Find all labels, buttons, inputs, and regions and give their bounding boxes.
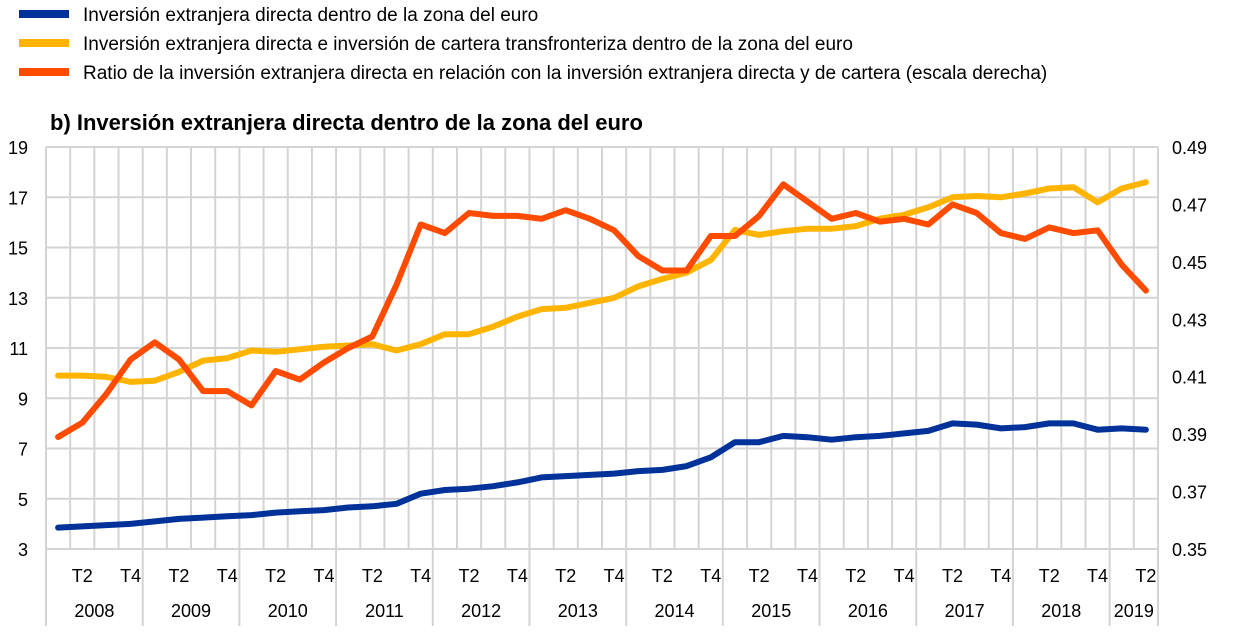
axes: 3 5 7 9 11 13 15 17 19 0.35 0.37 0.39 0.41 0.43 0.45 0.… <box>8 138 1207 621</box>
x-year-label: 2011 <box>365 601 404 621</box>
x-quarter-label: T4 <box>120 566 141 586</box>
y-right-tick-label: 0.37 <box>1172 483 1207 503</box>
y-left-tick-label: 15 <box>8 239 28 259</box>
legend-swatch <box>19 39 69 47</box>
x-quarter-label: T4 <box>700 566 721 586</box>
x-quarter-label: T2 <box>652 566 673 586</box>
y-left-tick-label: 3 <box>18 540 28 560</box>
y-right-tick-label: 0.41 <box>1172 368 1207 388</box>
x-quarter-label: T2 <box>942 566 963 586</box>
legend-swatch <box>19 10 69 18</box>
x-quarter-label: T2 <box>845 566 866 586</box>
x-quarter-label: T2 <box>555 566 576 586</box>
x-year-label: 2010 <box>268 601 308 621</box>
x-year-label: 2017 <box>945 601 985 621</box>
x-quarter-label: T2 <box>168 566 189 586</box>
x-year-label: 2009 <box>171 601 211 621</box>
series-line-3 <box>55 181 1149 440</box>
x-quarter-label: T4 <box>990 566 1011 586</box>
x-year-label: 2013 <box>558 601 598 621</box>
y-right-tick-label: 0.45 <box>1172 253 1207 273</box>
legend-label: Inversión extranjera directa e inversión… <box>83 34 853 55</box>
grid <box>45 146 1159 626</box>
series-lines <box>55 179 1149 531</box>
x-quarter-label: T4 <box>604 566 625 586</box>
y-left-tick-label: 19 <box>8 138 28 158</box>
legend: Inversión extranjera directa dentro de l… <box>19 5 1047 84</box>
x-quarter-label: T4 <box>1087 566 1108 586</box>
x-year-label: 2019 <box>1114 601 1154 621</box>
y-left-tick-label: 5 <box>18 490 28 510</box>
x-year-label: 2016 <box>848 601 888 621</box>
y-left-tick-label: 17 <box>8 188 28 208</box>
x-year-label: 2012 <box>461 601 501 621</box>
legend-label: Inversión extranjera directa dentro de l… <box>83 5 538 26</box>
x-quarter-label: T4 <box>894 566 915 586</box>
series-line-1 <box>55 420 1149 531</box>
y-left-tick-label: 7 <box>18 440 28 460</box>
x-quarter-label: T4 <box>410 566 431 586</box>
y-right-tick-label: 0.43 <box>1172 310 1207 330</box>
x-quarter-label: T2 <box>72 566 93 586</box>
x-year-label: 2008 <box>74 601 114 621</box>
x-quarter-label: T4 <box>313 566 334 586</box>
legend-swatch <box>19 68 69 76</box>
x-quarter-label: T2 <box>749 566 770 586</box>
x-quarter-label: T2 <box>1135 566 1156 586</box>
y-right-tick-label: 0.35 <box>1172 540 1207 560</box>
y-right-tick-label: 0.47 <box>1172 195 1207 215</box>
x-quarter-label: T2 <box>1039 566 1060 586</box>
x-quarter-label: T2 <box>265 566 286 586</box>
x-year-label: 2015 <box>751 601 791 621</box>
y-left-tick-label: 11 <box>9 339 28 359</box>
chart-title: b) Inversión extranjera directa dentro d… <box>50 110 643 135</box>
y-left-tick-label: 13 <box>8 289 28 309</box>
y-left-tick-label: 9 <box>18 389 28 409</box>
y-right-tick-label: 0.39 <box>1172 425 1207 445</box>
y-right-tick-label: 0.49 <box>1172 138 1207 158</box>
series-line-2 <box>55 179 1149 385</box>
x-quarter-label: T4 <box>797 566 818 586</box>
x-year-label: 2014 <box>654 601 694 621</box>
x-quarter-label: T2 <box>362 566 383 586</box>
legend-label: Ratio de la inversión extranjera directa… <box>83 63 1047 84</box>
x-quarter-label: T4 <box>217 566 238 586</box>
x-year-label: 2018 <box>1041 601 1081 621</box>
x-quarter-label: T4 <box>507 566 528 586</box>
x-quarter-label: T2 <box>459 566 480 586</box>
